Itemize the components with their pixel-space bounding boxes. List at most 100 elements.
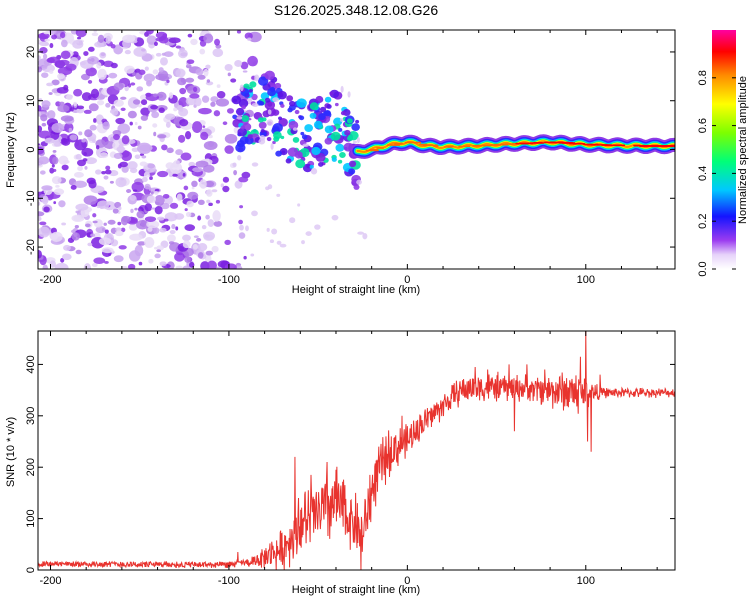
heatmap-noise-cell — [201, 225, 207, 230]
heatmap-transition-cell — [298, 115, 305, 121]
heatmap-transition-cell — [249, 81, 257, 88]
heatmap-noise-cell — [92, 213, 97, 218]
heatmap-noise-cell — [89, 124, 97, 131]
heatmap-noise-cell — [233, 170, 238, 176]
heatmap-noise-cell — [57, 73, 65, 80]
heatmap-transition-cell — [239, 136, 249, 145]
heatmap-noise-cell — [38, 201, 41, 206]
heatmap-noise-cell — [168, 37, 181, 44]
heatmap-noise-cell — [129, 233, 143, 241]
heatmap-noise-cell — [52, 168, 57, 173]
heatmap-noise-cell — [60, 115, 74, 122]
heatmap-stray-cell — [276, 240, 282, 245]
heatmap-transition-cell — [318, 161, 324, 167]
heatmap-noise-cell — [167, 234, 176, 243]
heatmap-noise-cell — [55, 184, 60, 188]
heatmap-noise-cell — [191, 121, 203, 133]
spectrogram-y-tick-label: 10 — [25, 95, 37, 107]
heatmap-noise-cell — [41, 100, 51, 108]
heatmap-noise-cell — [104, 229, 109, 234]
snr-x-axis: -200 -100 0 100 — [39, 331, 658, 587]
heatmap-noise-cell — [82, 158, 88, 162]
heatmap-noise-cell — [171, 223, 176, 230]
heatmap-noise-cell — [224, 239, 231, 245]
heatmap-noise-cell — [184, 224, 196, 232]
heatmap-noise-cell — [87, 242, 93, 247]
heatmap-transition-cell — [272, 123, 283, 133]
heatmap-stray-cell — [352, 140, 357, 144]
heatmap-transition-cell — [309, 102, 319, 111]
heatmap-transition-cell — [248, 88, 253, 93]
heatmap-noise-cell — [42, 195, 49, 205]
heatmap-transition-cell — [319, 106, 327, 113]
heatmap-noise-cell — [168, 241, 175, 245]
heatmap-noise-cell — [42, 53, 48, 60]
heatmap-transition-cell — [281, 150, 286, 154]
heatmap-noise-cell — [166, 79, 170, 83]
heatmap-noise-cell — [49, 260, 56, 268]
snr-x-tick-label: -100 — [218, 575, 240, 587]
heatmap-noise-cell — [154, 206, 163, 215]
heatmap-noise-cell — [184, 208, 188, 212]
snr-y-label: SNR (10 * v/v) — [5, 417, 17, 487]
heatmap-noise-cell — [57, 104, 70, 113]
heatmap-noise-cell — [238, 176, 249, 183]
heatmap-transition-cell — [326, 104, 332, 109]
heatmap-noise-cell — [101, 247, 114, 254]
heatmap-stray-cell — [271, 228, 278, 235]
heatmap-noise-cell — [137, 206, 144, 213]
heatmap-stray-cell — [297, 203, 301, 207]
heatmap-noise-cell — [124, 85, 129, 92]
heatmap-transition-cell — [311, 146, 321, 156]
heatmap-noise-cell — [51, 79, 60, 86]
heatmap-noise-cell — [97, 68, 107, 80]
heatmap-stray-cell — [314, 224, 321, 230]
heatmap-stray-cell — [266, 227, 270, 232]
heatmap-noise-cell — [180, 152, 192, 161]
heatmap-stray-cell — [310, 168, 318, 175]
heatmap-noise-cell — [136, 219, 149, 230]
heatmap-noise-cell — [157, 216, 165, 221]
heatmap-noise-cell — [146, 35, 157, 45]
heatmap-noise-cell — [41, 185, 53, 191]
heatmap-noise-cell — [112, 130, 122, 136]
heatmap-noise-cell — [203, 33, 214, 44]
heatmap-noise-cell — [141, 176, 148, 183]
heatmap-noise-cell — [143, 73, 156, 83]
heatmap-noise-cell — [61, 39, 68, 48]
snr-y-axis: 0 100 200 300 400 — [25, 355, 675, 573]
heatmap-transition-cell — [258, 121, 267, 129]
heatmap-stray-cell — [269, 239, 275, 244]
heatmap-noise-cell — [197, 243, 208, 252]
heatmap-transition-cell — [243, 83, 250, 90]
heatmap-noise-cell — [182, 80, 186, 85]
heatmap-transition-cell — [296, 98, 307, 108]
heatmap-stray-cell — [265, 186, 270, 191]
heatmap-noise-cell — [174, 252, 185, 262]
heatmap-noise-cell — [81, 147, 94, 157]
spectrogram-y-tick-label: 0 — [25, 146, 37, 152]
heatmap-noise-cell — [105, 35, 112, 44]
heatmap-noise-cell — [156, 245, 164, 251]
heatmap-noise-cell — [120, 107, 126, 111]
heatmap-noise-cell — [70, 184, 77, 190]
heatmap-noise-cell — [105, 165, 111, 171]
heatmap-noise-cell — [169, 229, 176, 235]
heatmap-noise-cell — [206, 199, 211, 204]
snr-frame — [37, 330, 676, 571]
heatmap-stray-cell — [254, 74, 260, 82]
heatmap-noise-cell — [144, 66, 149, 71]
heatmap-noise-cell — [208, 202, 213, 207]
heatmap-noise-cell — [99, 152, 109, 159]
heatmap-noise-cell — [156, 249, 161, 253]
heatmap-noise-cell — [149, 176, 153, 181]
heatmap-noise-cell — [154, 188, 160, 192]
heatmap-noise-cell — [185, 97, 197, 106]
heatmap-noise-cell — [163, 51, 174, 57]
heatmap-noise-cell — [147, 163, 155, 169]
heatmap-transition-cell — [278, 116, 283, 121]
heatmap-noise-cell — [144, 237, 155, 248]
heatmap-noise-cell — [179, 118, 189, 127]
heatmap-transition-cell — [301, 134, 308, 140]
